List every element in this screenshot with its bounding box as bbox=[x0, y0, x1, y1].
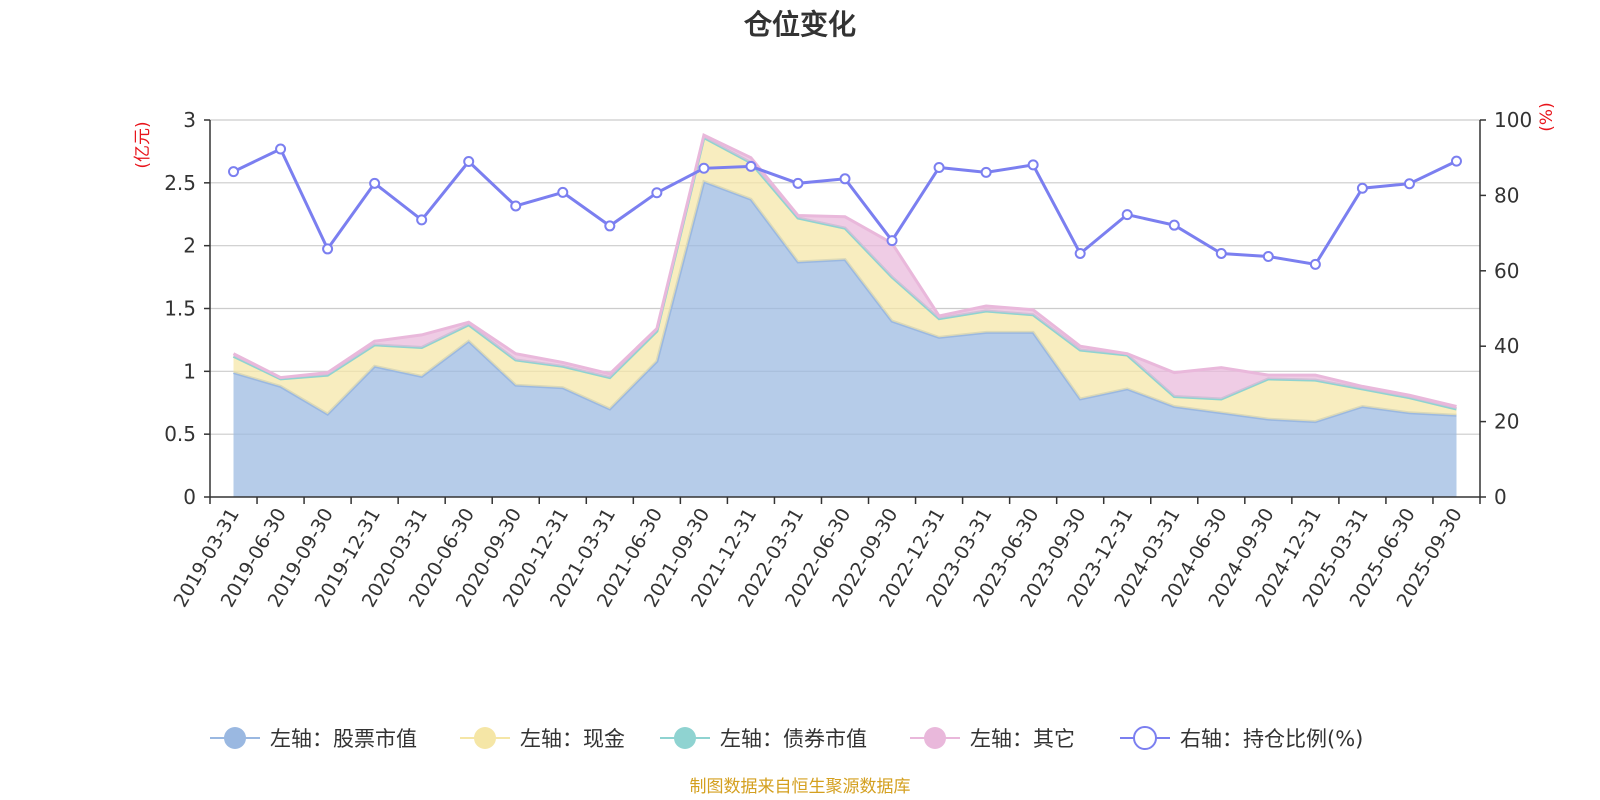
left-axis-tick-label: 3 bbox=[183, 108, 196, 132]
data-source-note: 制图数据来自恒生聚源数据库 bbox=[690, 777, 911, 797]
holding-ratio-point bbox=[1262, 250, 1274, 262]
holding-ratio-point bbox=[416, 214, 428, 226]
holding-ratio-point bbox=[1074, 247, 1086, 259]
holding-ratio-point bbox=[463, 155, 475, 167]
left-axis-tick-label: 0.5 bbox=[164, 422, 196, 446]
left-axis-tick-label: 0 bbox=[183, 485, 196, 509]
right-axis-tick-label: 20 bbox=[1494, 410, 1519, 434]
right-axis-tick-label: 60 bbox=[1494, 259, 1519, 283]
holding-ratio-point bbox=[1027, 159, 1039, 171]
holding-ratio-point bbox=[1168, 219, 1180, 231]
holding-ratio-point bbox=[604, 220, 616, 232]
legend-label: 左轴：债券市值 bbox=[720, 727, 867, 751]
left-axis-tick-label: 2 bbox=[183, 234, 196, 258]
holding-ratio-point bbox=[510, 200, 522, 212]
area-edge-line bbox=[232, 132, 1457, 408]
right-axis-tick-label: 0 bbox=[1494, 485, 1507, 509]
holding-ratio-point bbox=[792, 177, 804, 189]
holding-ratio-line-group bbox=[228, 143, 1462, 270]
area-series bbox=[233, 181, 1457, 497]
holding-ratio-point bbox=[1450, 155, 1462, 167]
holding-ratio-point bbox=[980, 166, 992, 178]
right-axis-tick-label: 100 bbox=[1494, 108, 1532, 132]
holding-ratio-point bbox=[322, 243, 334, 255]
legend-label: 左轴：现金 bbox=[520, 727, 625, 751]
holding-ratio-point bbox=[1356, 182, 1368, 194]
legend-circle-marker bbox=[924, 727, 946, 749]
holding-ratio-point bbox=[839, 173, 851, 185]
legend-circle-marker bbox=[1133, 726, 1157, 750]
area-series bbox=[233, 135, 1457, 409]
left-axis-tick-label: 1.5 bbox=[164, 297, 196, 321]
legend-label: 左轴：股票市值 bbox=[270, 727, 417, 751]
holding-ratio-point bbox=[933, 162, 945, 174]
holding-ratio-point bbox=[651, 187, 663, 199]
holding-ratio-point bbox=[745, 160, 757, 172]
holding-ratio-point bbox=[557, 186, 569, 198]
right-axis-label: (%) bbox=[1537, 102, 1557, 131]
holding-ratio-point bbox=[275, 143, 287, 155]
legend: 左轴：股票市值 左轴：现金 左轴：债券市值 左轴：其它 右轴：持仓比例(%) bbox=[210, 726, 1363, 751]
holding-ratio-point bbox=[1309, 258, 1321, 270]
holding-ratio-point bbox=[1215, 247, 1227, 259]
holding-ratio-point bbox=[228, 166, 240, 178]
holding-ratio-point bbox=[886, 235, 898, 247]
stacked-areas bbox=[232, 132, 1457, 497]
area-series bbox=[233, 137, 1457, 422]
right-axis-tick-label: 80 bbox=[1494, 183, 1519, 207]
legend-circle-marker bbox=[224, 727, 246, 749]
left-axis-label: (亿元) bbox=[133, 121, 153, 168]
left-axis-tick-label: 2.5 bbox=[164, 171, 196, 195]
holding-ratio-point bbox=[698, 162, 710, 174]
legend-label: 左轴：其它 bbox=[970, 727, 1075, 751]
chart-title: 仓位变化 bbox=[744, 8, 856, 41]
legend-circle-marker bbox=[474, 727, 496, 749]
right-axis-tick-label: 40 bbox=[1494, 334, 1519, 358]
holding-ratio-point bbox=[369, 177, 381, 189]
legend-circle-marker bbox=[674, 727, 696, 749]
holding-ratio-point bbox=[1403, 178, 1415, 190]
holding-ratio-point bbox=[1121, 209, 1133, 221]
legend-label: 右轴：持仓比例(%) bbox=[1180, 727, 1363, 751]
left-axis-tick-label: 1 bbox=[183, 359, 196, 383]
